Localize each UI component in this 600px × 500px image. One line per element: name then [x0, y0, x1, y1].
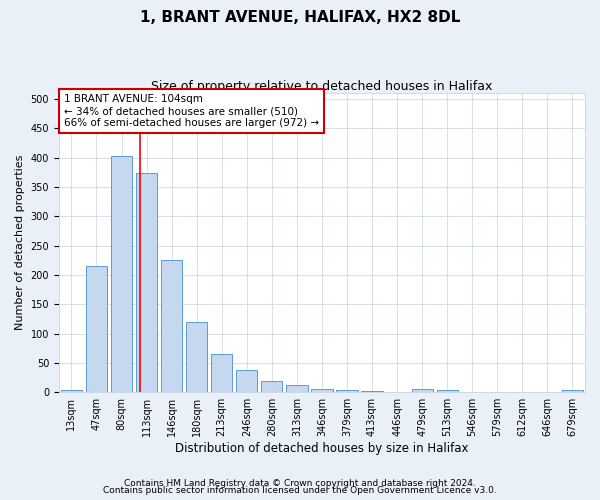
- X-axis label: Distribution of detached houses by size in Halifax: Distribution of detached houses by size …: [175, 442, 469, 455]
- Y-axis label: Number of detached properties: Number of detached properties: [15, 155, 25, 330]
- Bar: [361, 391, 383, 392]
- Bar: [337, 390, 358, 392]
- Bar: [236, 370, 257, 392]
- Text: 1, BRANT AVENUE, HALIFAX, HX2 8DL: 1, BRANT AVENUE, HALIFAX, HX2 8DL: [140, 10, 460, 25]
- Title: Size of property relative to detached houses in Halifax: Size of property relative to detached ho…: [151, 80, 493, 93]
- Bar: [412, 390, 433, 392]
- Bar: [161, 260, 182, 392]
- Text: Contains public sector information licensed under the Open Government Licence v3: Contains public sector information licen…: [103, 486, 497, 495]
- Bar: [562, 390, 583, 392]
- Bar: [61, 390, 82, 392]
- Bar: [186, 322, 208, 392]
- Bar: [86, 266, 107, 392]
- Bar: [286, 384, 308, 392]
- Text: Contains HM Land Registry data © Crown copyright and database right 2024.: Contains HM Land Registry data © Crown c…: [124, 478, 476, 488]
- Bar: [261, 381, 283, 392]
- Bar: [437, 390, 458, 392]
- Bar: [111, 156, 132, 392]
- Bar: [136, 174, 157, 392]
- Text: 1 BRANT AVENUE: 104sqm
← 34% of detached houses are smaller (510)
66% of semi-de: 1 BRANT AVENUE: 104sqm ← 34% of detached…: [64, 94, 319, 128]
- Bar: [211, 354, 232, 392]
- Bar: [311, 388, 332, 392]
